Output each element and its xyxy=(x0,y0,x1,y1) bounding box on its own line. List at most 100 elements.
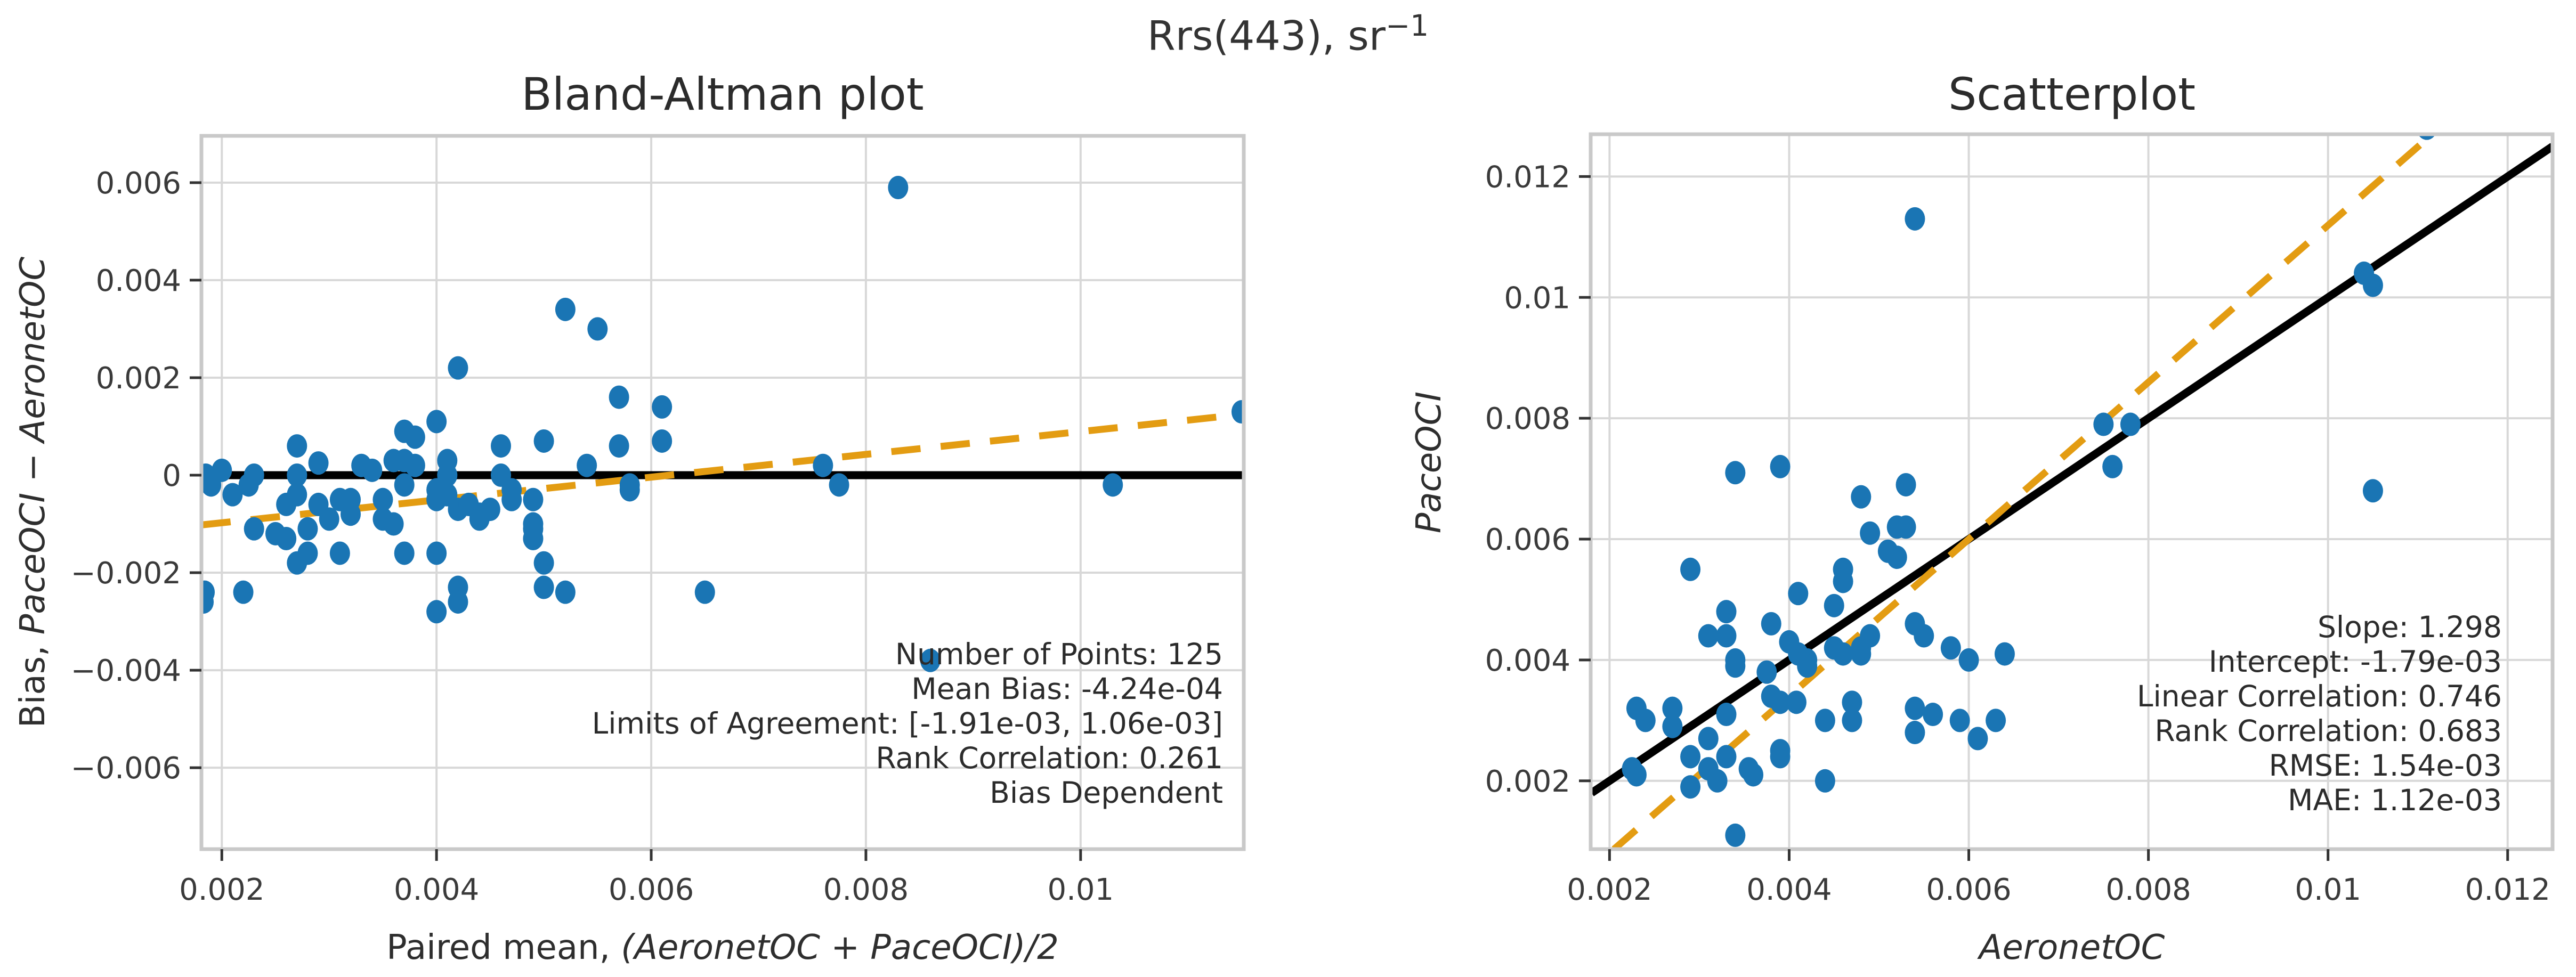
scatter-point xyxy=(1949,709,1970,732)
scatter-point xyxy=(201,590,214,614)
bland-altman-ylabel: Bias, PaceOCI − AeronetOC xyxy=(13,257,53,728)
scatter-point xyxy=(1662,714,1683,738)
scatter-point xyxy=(404,453,425,477)
scatter-point xyxy=(1851,485,1872,509)
stat-rank-correlation: Rank Correlation: 0.261 xyxy=(876,741,1223,775)
scatter-point xyxy=(2093,412,2114,436)
y-tick-label: −0.006 xyxy=(71,751,181,786)
scatter-point xyxy=(1786,690,1807,714)
scatter-point xyxy=(1940,636,1961,660)
scatter-point xyxy=(1914,624,1934,648)
scatter-point xyxy=(609,385,629,409)
scatter-point xyxy=(829,473,849,497)
scatter-point xyxy=(1716,703,1737,727)
scatter-point xyxy=(1842,709,1862,732)
xlabel-prefix: Paired mean, xyxy=(386,928,621,967)
x-tick-label: 0.008 xyxy=(823,873,909,907)
scatter-point xyxy=(1725,461,1746,485)
y-tick-label: −0.004 xyxy=(71,654,181,688)
scatter-point xyxy=(437,463,458,487)
scatter-point xyxy=(1622,757,1642,781)
x-tick-label: 0.01 xyxy=(1047,873,1114,907)
scatter-point xyxy=(920,648,941,672)
scatter-point xyxy=(1851,642,1872,666)
scatter-point xyxy=(619,478,640,502)
scatter-point xyxy=(362,458,383,482)
stat-number-of-points: Number of Points: 125 xyxy=(895,637,1223,671)
scatter-point xyxy=(426,410,447,434)
scatter-point xyxy=(297,517,318,541)
scatter-point xyxy=(533,575,554,599)
scatter-point xyxy=(501,487,522,511)
scatter-point xyxy=(244,517,264,541)
scatter-point xyxy=(1814,709,1835,732)
scatter-point xyxy=(372,487,393,511)
bland-altman-title: Bland-Altman plot xyxy=(521,68,924,120)
scatter-point xyxy=(222,483,243,507)
scatter-point xyxy=(1824,593,1844,617)
scatter-point xyxy=(652,395,673,419)
x-tick-label: 0.006 xyxy=(1926,873,2011,907)
scatter-point xyxy=(244,463,264,487)
scatter-point xyxy=(297,541,318,565)
scatter-point xyxy=(533,429,554,453)
ylabel-prefix: Bias, xyxy=(13,634,53,728)
scatter-point xyxy=(1923,703,1943,727)
stat-linear-correlation: Linear Correlation: 0.746 xyxy=(2136,679,2502,713)
scatter-point xyxy=(1905,721,1925,745)
scatter-point xyxy=(1958,648,1979,672)
scatter-point xyxy=(1770,454,1791,478)
figure-suptitle: Rrs(443), sr−1 xyxy=(0,9,2576,59)
scatter-point xyxy=(394,541,415,565)
scatter-point xyxy=(1716,624,1737,648)
x-tick-label: 0.002 xyxy=(179,873,264,907)
scatter-point xyxy=(394,473,415,497)
scatter-point xyxy=(587,317,608,341)
y-tick-label: −0.002 xyxy=(71,556,181,591)
x-tick-label: 0.01 xyxy=(2295,873,2361,907)
plot-frame xyxy=(199,134,1246,851)
x-tick-label: 0.004 xyxy=(1746,873,1832,907)
scatter-point xyxy=(577,453,597,477)
scatter-point xyxy=(813,453,833,477)
y-tick-label: 0.004 xyxy=(96,264,181,298)
scatter-point xyxy=(1788,582,1809,606)
scatter-point xyxy=(555,297,576,321)
scatter-point xyxy=(694,580,715,604)
scatter-point xyxy=(1635,709,1656,732)
stat-mae: MAE: 1.12e-03 xyxy=(2288,783,2502,817)
scatter-point xyxy=(233,580,254,604)
scatter-point xyxy=(1716,600,1737,624)
scatter-point xyxy=(1895,473,1916,496)
x-tick-label: 0.008 xyxy=(2105,873,2191,907)
scatter-point xyxy=(533,551,554,575)
scatter-point xyxy=(1756,660,1777,684)
scatter-point xyxy=(1833,569,1853,593)
bland-altman-plot-area: 0.002 0.004 0.006 0.008 0.01 0.006 0.004 0.002 0… xyxy=(71,134,1246,907)
scatter-point xyxy=(652,429,673,453)
scatter-point xyxy=(1842,690,1862,714)
y-tick-label: 0.004 xyxy=(1485,644,1570,678)
y-tick-label: 0.008 xyxy=(1485,402,1570,436)
y-tick-label: 0.006 xyxy=(96,166,181,201)
scatter-point xyxy=(2102,454,2123,478)
bland-altman-xlabel: Paired mean, (AeronetOC + PaceOCI)/2 xyxy=(386,928,1059,967)
scatter-point xyxy=(1895,515,1916,539)
scatter-point xyxy=(1680,775,1701,799)
scatter-point xyxy=(555,580,576,604)
scatter-point xyxy=(1770,745,1791,769)
scatter-point xyxy=(1698,727,1719,751)
scatter-point xyxy=(1707,769,1728,793)
y-tick-label: 0.002 xyxy=(96,361,181,396)
scatter-point xyxy=(1725,654,1746,678)
scatter-point xyxy=(1743,763,1764,787)
regression-line xyxy=(1611,134,2435,849)
x-tick-label: 0.006 xyxy=(609,873,694,907)
stat-intercept: Intercept: -1.79e-03 xyxy=(2208,645,2502,679)
scatter-point xyxy=(1860,521,1881,545)
x-tick-label: 0.012 xyxy=(2465,873,2550,907)
scatter-point xyxy=(308,451,329,475)
scatter-point xyxy=(480,498,500,522)
scatter-point xyxy=(2362,479,2383,503)
